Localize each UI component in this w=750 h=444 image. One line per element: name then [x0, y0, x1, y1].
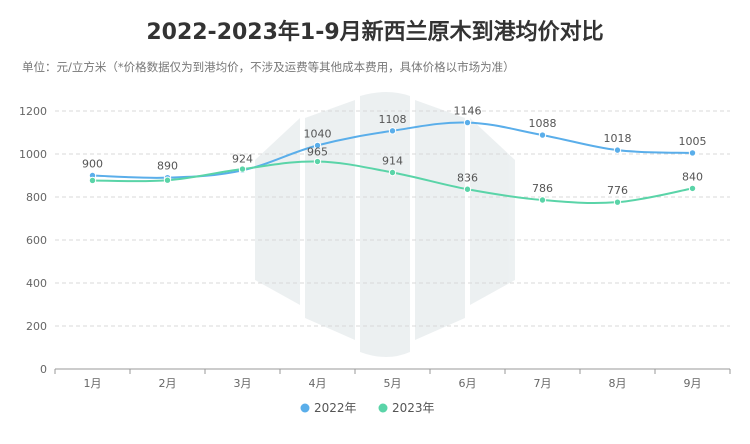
y-tick-label: 400: [26, 277, 47, 290]
legend-marker[interactable]: [300, 403, 310, 413]
data-label: 1005: [679, 135, 707, 148]
data-label: 1108: [379, 113, 407, 126]
legend-label[interactable]: 2023年: [392, 401, 435, 415]
grid-lines: [55, 110, 730, 327]
legend[interactable]: 2022年 2023年: [300, 401, 435, 415]
y-tick-label: 0: [40, 363, 47, 376]
data-label: 786: [532, 182, 553, 195]
x-tick-label: 9月: [684, 377, 702, 390]
data-label: 1146: [454, 105, 482, 118]
x-tick-label: 6月: [459, 377, 477, 390]
chart-title: 2022-2023年1-9月新西兰原木到港均价对比: [146, 20, 604, 45]
data-point: [388, 168, 397, 177]
x-tick-label: 5月: [384, 377, 402, 390]
data-label: 840: [682, 170, 703, 183]
x-tick-label: 8月: [609, 377, 627, 390]
data-point: [463, 185, 472, 193]
data-point: [688, 149, 697, 157]
y-tick-label: 600: [26, 234, 47, 247]
data-point: [538, 196, 547, 204]
chart-subtitle: 单位：元/立方米（*价格数据仅为到港均价，不涉及运费等其他成本费用，具体价格以市…: [22, 60, 515, 74]
y-tick-label: 1000: [19, 148, 47, 161]
x-tick-label: 7月: [534, 377, 552, 390]
data-point: [88, 176, 97, 185]
x-tick-label: 3月: [234, 377, 252, 390]
data-label: 1018: [604, 132, 632, 145]
data-point: [238, 165, 247, 173]
data-label: 924: [232, 152, 253, 165]
data-label: 900: [82, 158, 103, 171]
series-lines: [88, 118, 697, 206]
data-point: [613, 146, 622, 154]
data-label: 1040: [304, 127, 332, 140]
x-tick-label: 2月: [159, 377, 177, 390]
data-label: 965: [307, 146, 328, 159]
data-label: 914: [382, 154, 403, 167]
x-tick-label: 1月: [84, 377, 102, 390]
data-label: 890: [157, 160, 178, 173]
data-point: [163, 176, 172, 184]
legend-marker[interactable]: [378, 403, 388, 413]
data-point: [313, 141, 322, 150]
data-point: [463, 118, 472, 127]
data-labels: 900 890 924 1040 1108 1146 1088 1018 1005 965 914 8…: [82, 105, 707, 198]
axes: 0 200 400 600 800 1000 1200 1月 2月 3月 4月 5月 6月 7月 8月 9月: [19, 105, 731, 390]
data-point: [538, 131, 547, 139]
x-tick-label: 4月: [309, 377, 327, 390]
data-point: [388, 127, 397, 135]
data-label: 776: [607, 184, 628, 197]
legend-label[interactable]: 2022年: [314, 401, 357, 415]
data-point: [688, 184, 697, 193]
data-label: 1088: [529, 117, 557, 130]
y-tick-label: 800: [26, 191, 47, 204]
y-tick-label: 200: [26, 320, 47, 333]
y-tick-label: 1200: [19, 105, 47, 118]
data-point: [613, 198, 622, 206]
data-label: 836: [457, 171, 478, 184]
data-point: [313, 157, 322, 166]
